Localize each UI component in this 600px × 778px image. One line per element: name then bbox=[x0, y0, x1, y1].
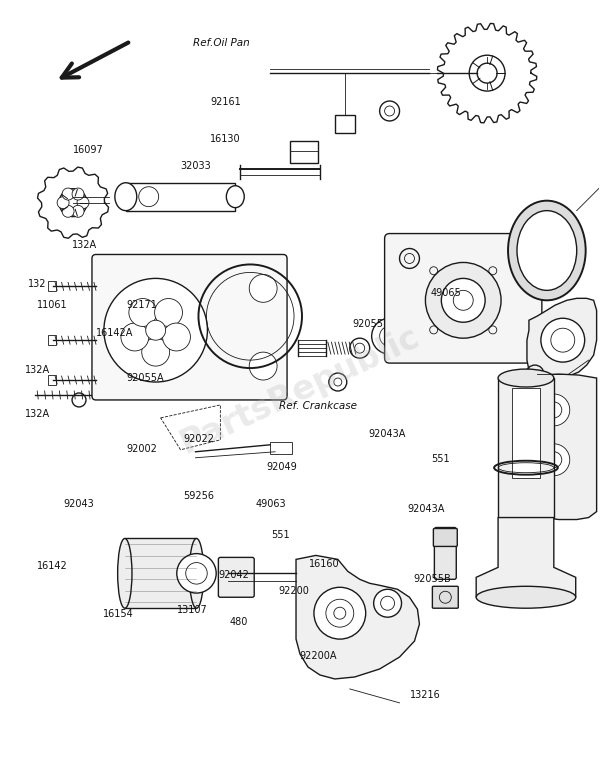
Bar bbox=[335, 115, 355, 133]
Text: 92043: 92043 bbox=[64, 499, 94, 509]
Circle shape bbox=[177, 554, 216, 593]
Circle shape bbox=[72, 205, 84, 217]
Circle shape bbox=[155, 299, 182, 327]
Text: 13216: 13216 bbox=[410, 690, 440, 700]
Text: 92043A: 92043A bbox=[368, 429, 405, 439]
Text: 92200A: 92200A bbox=[299, 651, 337, 661]
Text: 92042: 92042 bbox=[219, 570, 250, 580]
FancyBboxPatch shape bbox=[385, 233, 542, 363]
Text: 132: 132 bbox=[28, 279, 46, 289]
Circle shape bbox=[477, 63, 497, 83]
Text: 16154: 16154 bbox=[103, 609, 133, 619]
Text: 16142A: 16142A bbox=[96, 328, 134, 338]
Circle shape bbox=[163, 323, 190, 351]
Circle shape bbox=[72, 188, 84, 200]
Circle shape bbox=[121, 323, 149, 351]
Bar bbox=[512, 388, 540, 478]
Circle shape bbox=[129, 299, 157, 327]
Circle shape bbox=[380, 326, 400, 346]
Ellipse shape bbox=[190, 538, 203, 608]
FancyBboxPatch shape bbox=[433, 528, 457, 546]
Ellipse shape bbox=[476, 587, 576, 608]
Bar bbox=[290, 141, 318, 163]
Text: 49063: 49063 bbox=[256, 499, 287, 509]
Text: 132A: 132A bbox=[25, 408, 50, 419]
Circle shape bbox=[371, 318, 407, 354]
FancyBboxPatch shape bbox=[434, 527, 456, 580]
Ellipse shape bbox=[498, 369, 554, 387]
Circle shape bbox=[77, 197, 89, 209]
Ellipse shape bbox=[508, 201, 586, 300]
Circle shape bbox=[374, 589, 401, 617]
Bar bbox=[498, 378, 554, 517]
Circle shape bbox=[538, 394, 570, 426]
Text: 132A: 132A bbox=[73, 240, 98, 250]
Text: 16097: 16097 bbox=[73, 145, 103, 156]
Text: 92043A: 92043A bbox=[407, 504, 445, 514]
FancyBboxPatch shape bbox=[218, 557, 254, 598]
Text: 13107: 13107 bbox=[177, 605, 208, 615]
Circle shape bbox=[442, 279, 485, 322]
Circle shape bbox=[142, 338, 170, 366]
Text: 132A: 132A bbox=[25, 366, 50, 376]
Ellipse shape bbox=[115, 183, 137, 211]
Text: 92055A: 92055A bbox=[126, 373, 164, 383]
Text: 92161: 92161 bbox=[210, 97, 241, 107]
Circle shape bbox=[249, 352, 277, 380]
Polygon shape bbox=[527, 298, 596, 378]
Circle shape bbox=[425, 262, 501, 338]
Text: 92171: 92171 bbox=[126, 300, 157, 310]
Bar bbox=[48, 375, 56, 385]
Text: 32033: 32033 bbox=[180, 161, 211, 170]
Circle shape bbox=[62, 188, 74, 200]
FancyBboxPatch shape bbox=[92, 254, 287, 400]
Text: 92055: 92055 bbox=[353, 319, 383, 329]
Circle shape bbox=[541, 318, 584, 362]
Bar bbox=[126, 183, 235, 211]
Text: 16160: 16160 bbox=[308, 559, 339, 569]
Text: PartsRepublic: PartsRepublic bbox=[175, 320, 425, 460]
Polygon shape bbox=[476, 517, 576, 598]
Text: 92002: 92002 bbox=[126, 444, 157, 454]
Ellipse shape bbox=[517, 211, 577, 290]
Text: 551: 551 bbox=[431, 454, 450, 464]
Text: 92049: 92049 bbox=[267, 461, 298, 471]
Polygon shape bbox=[509, 374, 596, 520]
Text: 11061: 11061 bbox=[37, 300, 67, 310]
Text: 92055B: 92055B bbox=[413, 574, 451, 584]
Circle shape bbox=[538, 443, 570, 475]
Circle shape bbox=[249, 275, 277, 303]
Ellipse shape bbox=[118, 538, 132, 608]
Circle shape bbox=[57, 197, 69, 209]
Text: Ref.Oil Pan: Ref.Oil Pan bbox=[193, 38, 250, 48]
Bar bbox=[270, 442, 292, 454]
Text: 59256: 59256 bbox=[183, 491, 214, 501]
Bar bbox=[48, 335, 56, 345]
Ellipse shape bbox=[226, 186, 244, 208]
Text: 480: 480 bbox=[230, 617, 248, 626]
Text: 92022: 92022 bbox=[183, 434, 214, 444]
Text: Ref. Crankcase: Ref. Crankcase bbox=[279, 401, 357, 411]
Circle shape bbox=[62, 205, 74, 217]
Bar bbox=[125, 538, 196, 608]
Bar bbox=[48, 282, 56, 291]
FancyBboxPatch shape bbox=[433, 587, 458, 608]
Text: 551: 551 bbox=[272, 530, 290, 540]
Polygon shape bbox=[296, 555, 419, 679]
Circle shape bbox=[146, 321, 166, 340]
Text: 49065: 49065 bbox=[430, 288, 461, 298]
Text: 16142: 16142 bbox=[37, 561, 68, 571]
Text: 16130: 16130 bbox=[210, 135, 241, 145]
Circle shape bbox=[314, 587, 365, 639]
Circle shape bbox=[104, 279, 208, 382]
Text: 92200: 92200 bbox=[278, 586, 310, 595]
